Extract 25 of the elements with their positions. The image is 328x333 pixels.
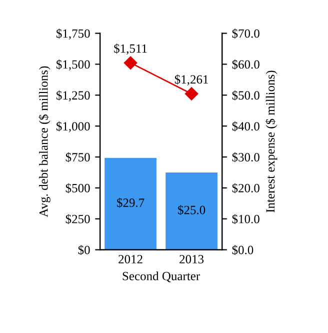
- data-label: $29.7: [117, 198, 144, 208]
- y2-tick-label: $40.0: [232, 121, 260, 132]
- data-label: $1,511: [114, 44, 147, 55]
- y2-tick-label: $10.0: [232, 214, 260, 224]
- x-tick-label: 2012: [118, 254, 142, 264]
- y2-axis-title: Interest expense ($ millions): [265, 70, 278, 212]
- y2-tick-label: $70.0: [232, 28, 260, 39]
- y-tick-label: $1,500: [56, 60, 90, 70]
- data-label: $25.0: [178, 205, 206, 216]
- x-tick-label: 2013: [180, 254, 204, 264]
- y2-tick-label: $50.0: [232, 90, 260, 100]
- data-label: $1,261: [174, 74, 208, 86]
- y-tick-label: $250: [66, 214, 90, 224]
- y2-tick-label: $20.0: [232, 183, 260, 194]
- y2-tick-label: $60.0: [232, 60, 260, 70]
- y-tick-label: $1,250: [56, 90, 90, 102]
- y-tick-label: $750: [66, 152, 90, 162]
- y-tick-label: $1,750: [56, 28, 90, 40]
- x-axis-title: Second Quarter: [122, 272, 200, 282]
- y2-tick-label: $30.0: [232, 152, 260, 162]
- y-tick-label: $1,000: [56, 121, 90, 132]
- y-tick-label: $500: [66, 183, 90, 194]
- y-tick-label: $0: [78, 245, 90, 256]
- y-axis-title: Avg. debt balance ($ millions): [38, 66, 50, 218]
- y2-tick-label: $0.0: [232, 245, 254, 256]
